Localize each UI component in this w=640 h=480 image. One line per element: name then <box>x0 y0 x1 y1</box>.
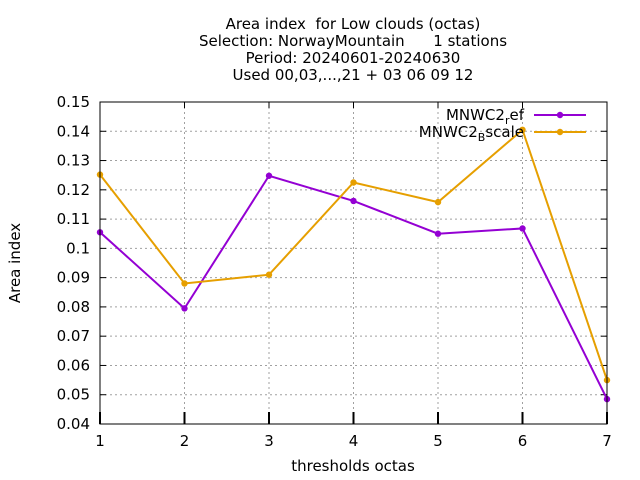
legend-entry-1: MNWC2ref <box>446 106 586 127</box>
series-2 <box>96 126 611 384</box>
x-tick-label: 1 <box>95 432 105 450</box>
legend-swatch-point <box>556 111 564 119</box>
legend-label-tail: ef <box>509 106 524 124</box>
x-tick-label: 5 <box>433 432 443 450</box>
title-line-4: Used 00,03,...,21 + 03 06 09 12 <box>233 66 474 84</box>
legend-label-main: MNWC2 <box>446 106 505 124</box>
legend-label: MNWC2ref <box>446 106 525 127</box>
data-point <box>350 197 357 205</box>
x-tick-label: 3 <box>264 432 274 450</box>
y-tick-label: 0.06 <box>57 356 90 374</box>
legend-label-tail: scale <box>485 123 524 141</box>
x-tick-label: 7 <box>602 432 612 450</box>
axis-ticks: 0.04 0.05 0.06 0.07 0.08 0.09 0.1 0.11 0.12 0.13 0… <box>57 93 612 450</box>
data-point <box>434 198 442 206</box>
x-axis-label: thresholds octas <box>291 457 415 475</box>
y-tick-label: 0.1 <box>66 239 90 257</box>
chart-title: Area index for Low clouds (octas)Selecti… <box>199 15 507 84</box>
x-tick-label: 4 <box>349 432 359 450</box>
y-tick-label: 0.15 <box>57 93 90 111</box>
x-tick-label: 6 <box>518 432 528 450</box>
data-point <box>434 230 442 237</box>
series-1 <box>96 172 611 403</box>
data-point <box>181 280 188 287</box>
title-line-2: Selection: NorwayMountain 1 stations <box>199 32 507 50</box>
data-point <box>519 225 526 232</box>
series-layer <box>96 126 611 403</box>
legend-label: MNWC2Bscale <box>419 123 524 144</box>
y-tick-label: 0.13 <box>57 152 90 170</box>
y-tick-label: 0.12 <box>57 181 90 199</box>
data-point <box>181 305 188 312</box>
legend-swatch-point <box>556 128 564 136</box>
grid-lines <box>100 102 607 424</box>
y-tick-label: 0.04 <box>57 415 90 433</box>
legend-label-sub: r <box>505 114 510 127</box>
y-tick-label: 0.05 <box>57 386 90 404</box>
data-point <box>350 179 357 186</box>
legend-label-main: MNWC2 <box>419 123 478 141</box>
x-tick-label: 2 <box>180 432 190 450</box>
data-point <box>265 172 273 179</box>
data-point <box>519 126 526 134</box>
plot-frame <box>99 101 608 425</box>
y-tick-label: 0.14 <box>57 122 90 140</box>
y-tick-label: 0.07 <box>57 327 90 345</box>
legend-label-sub: B <box>478 131 486 144</box>
data-point <box>265 271 273 278</box>
title-line-1: Area index for Low clouds (octas) <box>226 15 481 33</box>
legend-entry-2: MNWC2Bscale <box>419 123 586 144</box>
title-line-3: Period: 20240601-20240630 <box>246 49 461 67</box>
y-axis-label: Area index <box>6 223 24 303</box>
y-tick-label: 0.09 <box>57 269 90 287</box>
y-tick-label: 0.11 <box>57 210 90 228</box>
y-tick-label: 0.08 <box>57 298 90 316</box>
